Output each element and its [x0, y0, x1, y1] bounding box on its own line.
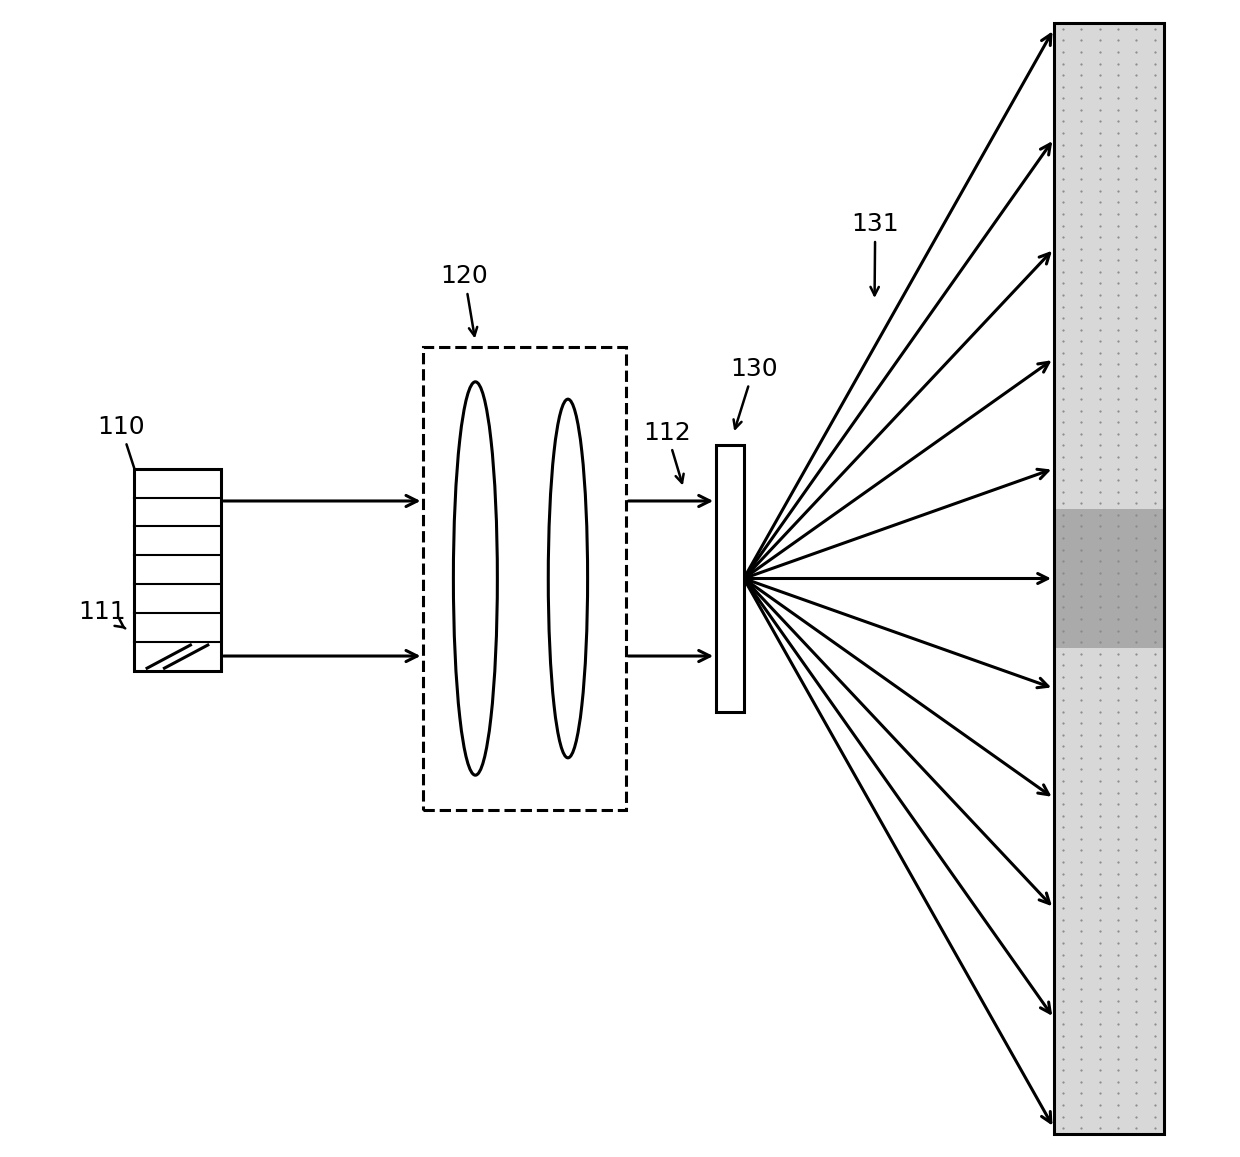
Bar — [1054, 740, 1164, 764]
Bar — [1054, 93, 1164, 116]
Bar — [1054, 324, 1164, 347]
Bar — [1054, 162, 1164, 185]
Text: 130: 130 — [730, 358, 777, 428]
Bar — [1054, 717, 1164, 740]
Bar — [1054, 393, 1164, 417]
Bar — [1054, 810, 1164, 833]
Text: 120: 120 — [440, 265, 489, 336]
Ellipse shape — [548, 399, 588, 758]
Bar — [1054, 23, 1164, 1134]
Bar — [1054, 370, 1164, 393]
Bar — [1054, 417, 1164, 440]
Bar — [1054, 1041, 1164, 1064]
Bar — [1054, 856, 1164, 879]
Bar — [1054, 578, 1164, 602]
Bar — [1054, 139, 1164, 162]
Bar — [1054, 208, 1164, 231]
Bar — [1054, 787, 1164, 810]
Bar — [1054, 694, 1164, 717]
Bar — [1054, 23, 1164, 46]
Bar — [1054, 1088, 1164, 1111]
Bar — [423, 347, 626, 810]
Bar — [1054, 440, 1164, 463]
Bar — [1054, 648, 1164, 671]
Bar — [1054, 949, 1164, 972]
Bar — [1054, 671, 1164, 694]
Bar — [1054, 46, 1164, 69]
Bar — [1054, 347, 1164, 370]
Ellipse shape — [454, 382, 497, 775]
Bar — [1054, 301, 1164, 324]
Bar — [1054, 1018, 1164, 1041]
Text: 112: 112 — [644, 421, 691, 482]
Bar — [1054, 69, 1164, 93]
Bar — [1054, 185, 1164, 208]
Bar — [134, 469, 221, 671]
Text: 111: 111 — [78, 600, 126, 628]
Bar — [1054, 255, 1164, 278]
Bar — [1054, 995, 1164, 1018]
Bar — [1054, 879, 1164, 902]
Bar — [1054, 764, 1164, 787]
Bar — [1054, 463, 1164, 486]
Bar — [1054, 509, 1164, 532]
Text: 131: 131 — [852, 213, 899, 295]
Bar — [1054, 555, 1164, 578]
Text: 110: 110 — [97, 415, 145, 498]
Bar — [1054, 278, 1164, 301]
Bar — [715, 445, 744, 712]
Bar — [1054, 926, 1164, 949]
Bar — [1054, 231, 1164, 255]
Bar — [1054, 833, 1164, 856]
Bar — [1054, 116, 1164, 139]
Bar — [1054, 972, 1164, 995]
Bar — [1054, 1111, 1164, 1134]
Bar — [1054, 1064, 1164, 1088]
Bar — [1054, 625, 1164, 648]
Bar — [1054, 532, 1164, 555]
Bar — [1054, 486, 1164, 509]
Bar — [1054, 902, 1164, 926]
Bar — [1054, 602, 1164, 625]
